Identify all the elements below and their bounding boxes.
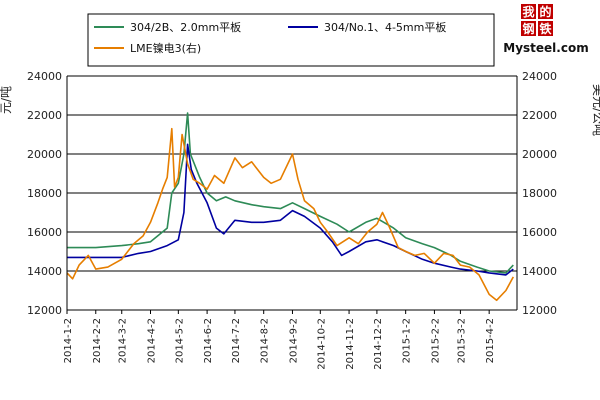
logo-char-2: 的 <box>539 4 551 19</box>
y-axis-title-right: 美元/公吨 <box>591 84 600 136</box>
x-tick-label: 2014-6-2 <box>203 318 214 363</box>
x-tick-label: 2015-1-2 <box>402 318 413 363</box>
logo-char-box-3 <box>521 21 536 36</box>
x-tick-label: 2015-2-2 <box>430 318 441 363</box>
y-tick-label-right: 20000 <box>522 148 557 161</box>
y-ticks-left: 12000 14000 16000 18000 20000 22000 24000 <box>27 70 62 317</box>
x-tick-label: 2014-8-2 <box>260 318 271 363</box>
y-tick-label-left: 14000 <box>27 265 62 278</box>
y-tick-label-right: 14000 <box>522 265 557 278</box>
x-tick-label: 2014-12-2 <box>373 318 384 370</box>
series-lines <box>66 112 515 302</box>
x-tick-label: 2014-10-2 <box>316 318 327 370</box>
mysteel-logo: 我 的 钢 铁 Mysteel.com <box>503 4 589 55</box>
y-tick-label-left: 16000 <box>27 226 62 239</box>
series-line-3 <box>66 127 515 302</box>
y-tick-label-right: 22000 <box>522 109 557 122</box>
y-tick-label-right: 18000 <box>522 187 557 200</box>
y-tick-label-right: 24000 <box>522 70 557 83</box>
x-tick-label: 2014-4-2 <box>147 318 158 363</box>
y-tick-label-left: 20000 <box>27 148 62 161</box>
legend-box <box>87 13 495 67</box>
y-ticks-right: 12000 14000 16000 18000 20000 22000 24000 <box>522 70 557 317</box>
legend-label-2: 304/No.1、4-5mm平板 <box>324 20 446 34</box>
x-ticks: 2014-1-2 2014-2-2 2014-3-2 2014-4-2 2014-5-2… <box>63 310 496 370</box>
series-line-2 <box>67 143 514 276</box>
logo-char-3: 钢 <box>522 21 534 36</box>
x-tick-label: 2015-4-2 <box>485 318 496 363</box>
y-tick-label-left: 18000 <box>27 187 62 200</box>
x-tick-label: 2014-5-2 <box>174 318 185 363</box>
x-tick-label: 2015-3-2 <box>456 318 467 363</box>
y-axis-title-left: 元/吨 <box>0 86 13 114</box>
legend: 304/2B、2.0mm平板 304/No.1、4-5mm平板 LME镍电3(右… <box>87 13 495 67</box>
x-tick-label: 2014-11-2 <box>345 318 356 370</box>
y-tick-label-left: 12000 <box>27 304 62 317</box>
series-line-1 <box>67 112 514 274</box>
logo-char-4: 铁 <box>539 21 551 36</box>
logo-brand: Mysteel.com <box>503 41 588 55</box>
x-tick-label: 2014-9-2 <box>288 318 299 363</box>
y-tick-label-right: 12000 <box>522 304 557 317</box>
x-tick-label: 2014-7-2 <box>231 318 242 363</box>
logo-char-box-2 <box>538 4 553 19</box>
legend-label-3: LME镍电3(右) <box>130 41 201 55</box>
logo-char-box-1 <box>521 4 536 19</box>
grid-lines <box>67 75 517 272</box>
x-tick-label: 2014-1-2 <box>63 318 74 363</box>
logo-char-1: 我 <box>522 4 534 19</box>
x-tick-label: 2014-3-2 <box>118 318 129 363</box>
y-tick-label-right: 16000 <box>522 226 557 239</box>
legend-label-1: 304/2B、2.0mm平板 <box>130 20 241 34</box>
y-tick-label-left: 22000 <box>27 109 62 122</box>
logo-char-box-4 <box>538 21 553 36</box>
y-tick-label-left: 24000 <box>27 70 62 83</box>
x-tick-label: 2014-2-2 <box>92 318 103 363</box>
